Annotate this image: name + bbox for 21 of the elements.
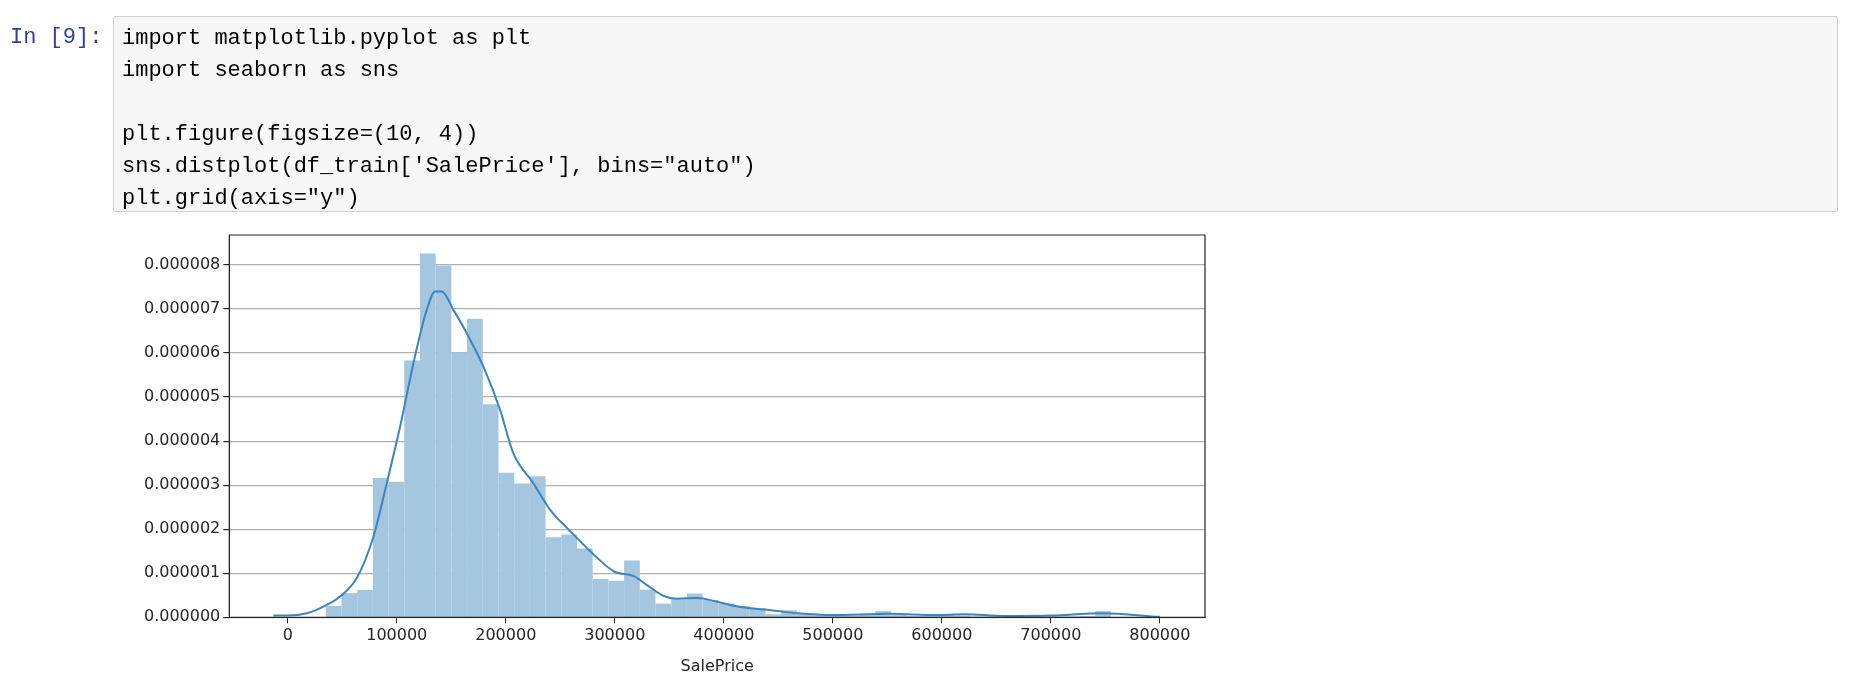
text: import matplotlib.pyplot as plt import seaborn as sns plt.figure(figsize=(10, 4)) sns.distplot(df_train['SalePrice'], bins="auto") plt.grid(axis="y") [122, 26, 756, 211]
x-tick-label: 400000 [693, 625, 755, 645]
x-tick-label: 300000 [584, 625, 646, 645]
y-tick-label: 0.000003 [143, 474, 221, 494]
text: In [9]: [10, 24, 103, 52]
x-tick-label: 700000 [1020, 625, 1082, 645]
x-tick-label: 100000 [366, 625, 428, 645]
x-tick-label: 600000 [911, 625, 973, 645]
y-tick-label: 0.000008 [143, 254, 221, 274]
x-tick-label: 800000 [1129, 625, 1191, 645]
x-tick-label: 500000 [802, 625, 864, 645]
x-axis-title: SalePrice [680, 655, 754, 675]
y-tick-label: 0.000000 [143, 606, 221, 626]
y-tick-label: 0.000002 [143, 518, 221, 538]
y-tick-label: 0.000004 [143, 430, 221, 450]
x-tick-label: 200000 [475, 625, 537, 645]
y-tick-label: 0.000007 [143, 298, 221, 318]
x-tick-label: 0 [282, 625, 293, 645]
y-tick-label: 0.000006 [143, 342, 221, 362]
y-tick-label: 0.000001 [143, 562, 221, 582]
y-tick-label: 0.000005 [143, 386, 221, 406]
